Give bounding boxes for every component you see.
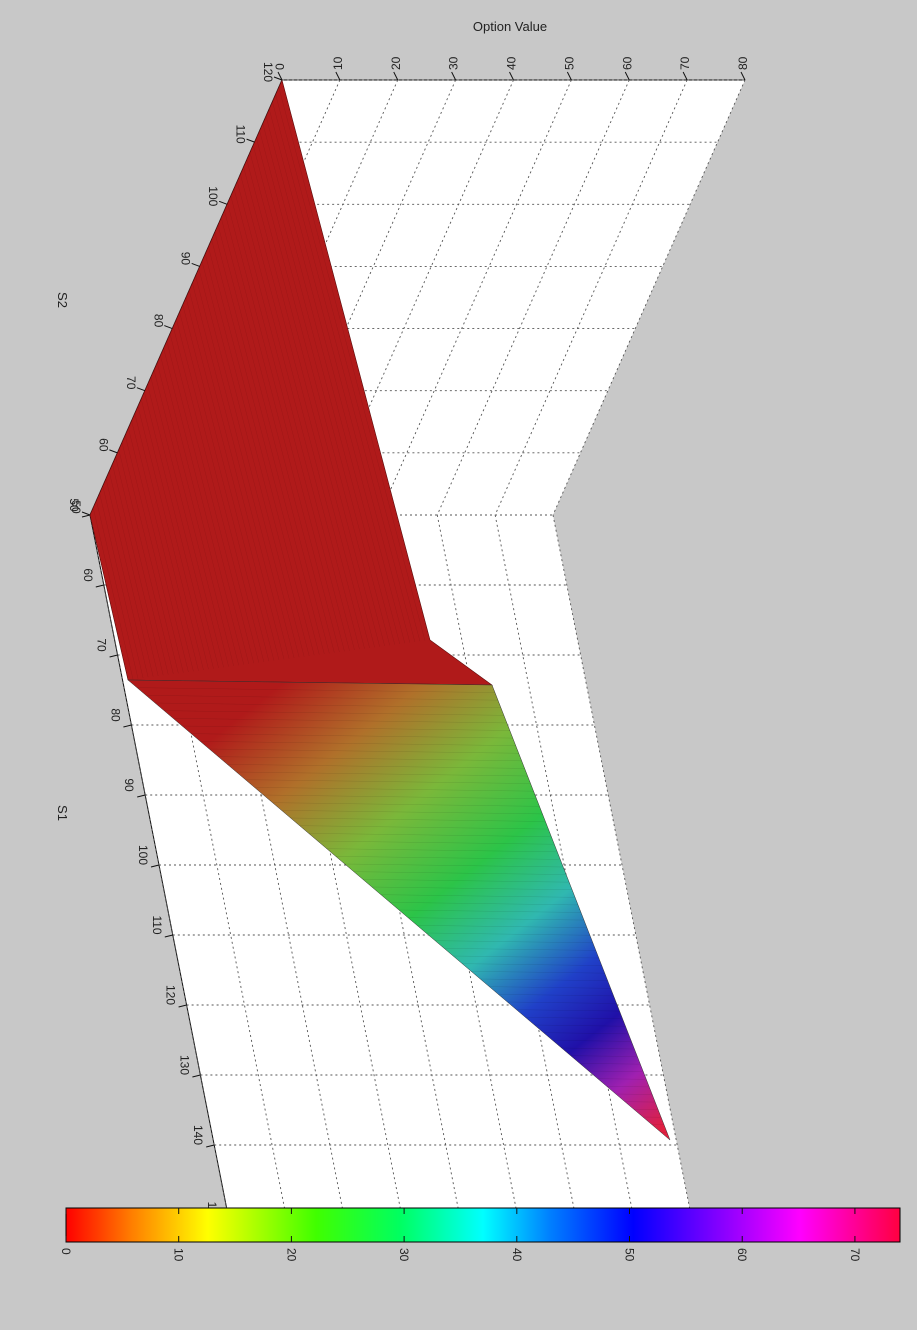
s1-tick-label: 140	[191, 1125, 205, 1145]
s1-tick-label: 70	[95, 638, 109, 652]
colorbar-tick-label: 20	[284, 1248, 298, 1262]
s1-tick-mark	[82, 515, 90, 517]
s1-tick-mark	[179, 1005, 187, 1007]
colorbar-tick-label: 10	[172, 1248, 186, 1262]
s2-tick-label: 60	[96, 438, 110, 452]
s1-tick-label: 110	[150, 915, 164, 934]
s2-tick-label: 80	[151, 314, 165, 328]
colorbar-tick-label: 0	[59, 1248, 73, 1255]
colorbar-tick-label: 30	[397, 1248, 411, 1262]
option-value-axis-label: Option Value	[473, 19, 547, 34]
z-tick-mark	[683, 72, 687, 80]
z-tick-label: 20	[389, 56, 403, 70]
s2-tick-label: 120	[261, 62, 275, 82]
s1-axis-label: S1	[55, 805, 70, 821]
z-tick-mark	[741, 72, 745, 80]
s1-tick-mark	[165, 935, 173, 937]
z-tick-label: 10	[331, 56, 345, 70]
s2-tick-label: 110	[234, 125, 248, 144]
colorbar-gradient	[66, 1208, 900, 1242]
colorbar-tick-label: 70	[848, 1248, 862, 1262]
s1-tick-mark	[110, 655, 118, 657]
s1-tick-label: 90	[122, 778, 136, 792]
z-tick-mark	[394, 72, 398, 80]
s1-tick-mark	[206, 1145, 214, 1147]
z-tick-mark	[567, 72, 571, 80]
s2-tick-label: 70	[124, 376, 138, 390]
s2-tick-label: 90	[179, 252, 193, 266]
s1-tick-mark	[123, 725, 131, 727]
colorbar-tick-label: 50	[623, 1248, 637, 1262]
z-tick-label: 50	[562, 56, 576, 70]
z-tick-label: 30	[447, 56, 461, 70]
s1-tick-label: 100	[136, 845, 150, 865]
s1-tick-mark	[96, 585, 104, 587]
z-tick-mark	[510, 72, 514, 80]
colorbar	[66, 1208, 900, 1242]
s1-tick-mark	[192, 1075, 200, 1077]
s1-tick-label: 60	[81, 568, 95, 582]
colorbar-tick-label: 60	[735, 1248, 749, 1262]
s1-tick-mark	[151, 865, 159, 867]
z-tick-mark	[336, 72, 340, 80]
z-tick-mark	[625, 72, 629, 80]
z-tick-label: 80	[736, 56, 750, 70]
s1-tick-label: 80	[108, 708, 122, 722]
z-tick-label: 60	[620, 56, 634, 70]
s1-tick-label: 130	[177, 1055, 191, 1075]
s1-tick-mark	[137, 795, 145, 797]
s2-tick-label: 50	[69, 500, 83, 514]
z-tick-label: 40	[505, 56, 519, 70]
colorbar-tick-label: 40	[510, 1248, 524, 1262]
s2-tick-label: 100	[206, 186, 220, 206]
s1-tick-label: 120	[164, 985, 178, 1005]
s2-axis-label: S2	[55, 292, 70, 308]
z-tick-mark	[452, 72, 456, 80]
z-tick-label: 70	[678, 56, 692, 70]
